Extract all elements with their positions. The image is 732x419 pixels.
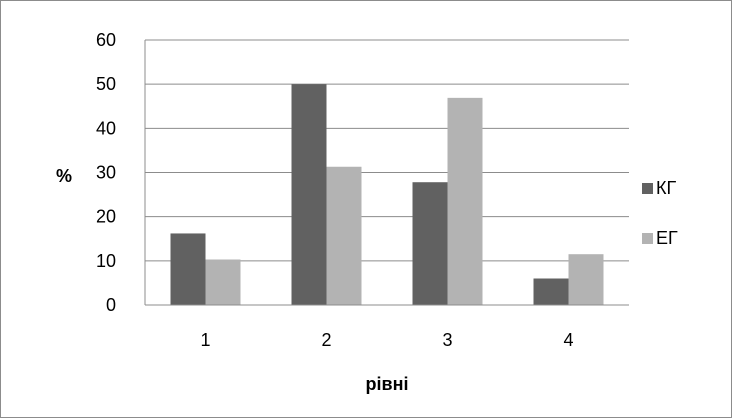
legend-item: ЕГ	[642, 228, 678, 248]
gridlines	[145, 39, 629, 262]
legend-label: КГ	[656, 178, 676, 198]
legend-swatch	[642, 183, 653, 194]
axes	[144, 40, 629, 306]
y-tick-label: 30	[96, 163, 116, 183]
y-axis-title: %	[56, 166, 72, 186]
legend: КГ ЕГ	[642, 178, 678, 248]
x-tick-labels: 1 2 3 4	[200, 330, 573, 350]
bar-eg-4	[568, 254, 604, 305]
y-tick-label: 10	[96, 251, 116, 271]
legend-item: КГ	[642, 178, 676, 198]
x-tick-label: 2	[321, 330, 331, 350]
y-tick-labels: 0 10 20 30 40 50 60	[96, 30, 116, 315]
y-tick-label: 50	[96, 74, 116, 94]
bar-kg-2	[291, 84, 327, 306]
bar-eg-3	[447, 97, 483, 305]
legend-label: ЕГ	[656, 228, 678, 248]
bar-kg-3	[412, 182, 448, 305]
y-tick-label: 0	[106, 295, 116, 315]
x-axis-title: рівні	[366, 374, 409, 394]
x-tick-label: 4	[563, 330, 573, 350]
y-tick-label: 60	[96, 30, 116, 50]
y-tick-label: 20	[96, 207, 116, 227]
bar-eg-1	[205, 259, 241, 305]
bar-kg-1	[170, 233, 206, 305]
legend-swatch	[642, 233, 653, 244]
x-tick-label: 3	[442, 330, 452, 350]
bars	[170, 84, 604, 306]
x-tick-label: 1	[200, 330, 210, 350]
bar-kg-4	[533, 278, 569, 305]
y-tick-label: 40	[96, 118, 116, 138]
bar-eg-2	[326, 166, 362, 305]
